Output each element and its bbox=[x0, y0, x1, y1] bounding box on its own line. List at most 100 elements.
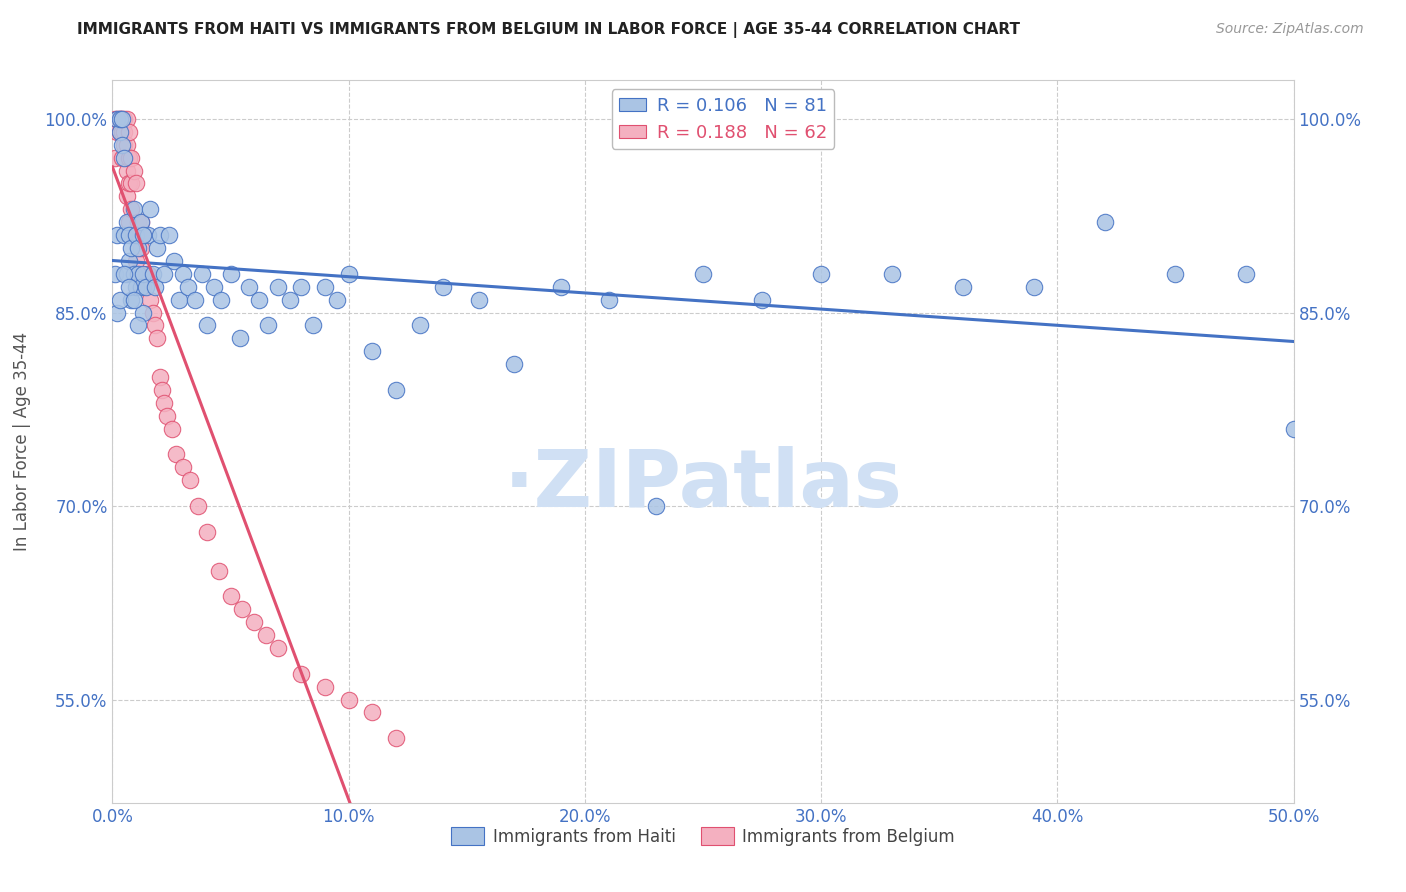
Point bbox=[104, 151, 127, 165]
Point bbox=[208, 564, 231, 578]
Point bbox=[160, 422, 183, 436]
Point bbox=[156, 409, 179, 423]
Point bbox=[267, 279, 290, 293]
Point bbox=[179, 473, 201, 487]
Point bbox=[880, 267, 903, 281]
Point bbox=[314, 279, 336, 293]
Point bbox=[361, 344, 384, 359]
Point bbox=[129, 215, 152, 229]
Legend: Immigrants from Haiti, Immigrants from Belgium: Immigrants from Haiti, Immigrants from B… bbox=[444, 821, 962, 852]
Point bbox=[112, 267, 135, 281]
Point bbox=[337, 267, 360, 281]
Point bbox=[122, 228, 145, 243]
Point bbox=[143, 318, 166, 333]
Point bbox=[120, 177, 142, 191]
Point bbox=[149, 228, 172, 243]
Point bbox=[118, 177, 141, 191]
Point bbox=[139, 293, 162, 307]
Point bbox=[254, 628, 277, 642]
Point bbox=[139, 202, 162, 217]
Point bbox=[118, 151, 141, 165]
Point bbox=[132, 279, 155, 293]
Point bbox=[115, 163, 138, 178]
Point bbox=[108, 112, 131, 126]
Point bbox=[129, 241, 152, 255]
Point bbox=[127, 241, 149, 255]
Point bbox=[120, 151, 142, 165]
Point bbox=[112, 151, 135, 165]
Point bbox=[118, 125, 141, 139]
Point bbox=[229, 331, 252, 345]
Point bbox=[132, 228, 155, 243]
Point bbox=[1164, 267, 1187, 281]
Point bbox=[186, 499, 208, 513]
Point bbox=[127, 215, 149, 229]
Point bbox=[503, 357, 526, 371]
Point bbox=[129, 279, 152, 293]
Point bbox=[163, 254, 186, 268]
Point bbox=[314, 680, 336, 694]
Point bbox=[118, 215, 141, 229]
Point bbox=[135, 267, 157, 281]
Point bbox=[167, 293, 190, 307]
Point bbox=[231, 602, 253, 616]
Point bbox=[172, 460, 194, 475]
Point bbox=[267, 640, 290, 655]
Point bbox=[243, 615, 266, 630]
Point bbox=[467, 293, 489, 307]
Point bbox=[115, 137, 138, 152]
Point bbox=[326, 293, 349, 307]
Point bbox=[120, 241, 142, 255]
Point bbox=[952, 279, 974, 293]
Point bbox=[219, 590, 242, 604]
Point bbox=[238, 279, 260, 293]
Point bbox=[115, 267, 138, 281]
Point bbox=[105, 228, 128, 243]
Text: IMMIGRANTS FROM HAITI VS IMMIGRANTS FROM BELGIUM IN LABOR FORCE | AGE 35-44 CORR: IMMIGRANTS FROM HAITI VS IMMIGRANTS FROM… bbox=[77, 22, 1021, 38]
Point bbox=[125, 228, 148, 243]
Point bbox=[108, 112, 131, 126]
Point bbox=[136, 228, 159, 243]
Point bbox=[135, 279, 157, 293]
Point bbox=[172, 267, 194, 281]
Point bbox=[129, 215, 152, 229]
Point bbox=[108, 293, 131, 307]
Point bbox=[142, 267, 165, 281]
Point bbox=[432, 279, 454, 293]
Point bbox=[195, 318, 218, 333]
Point bbox=[257, 318, 280, 333]
Point bbox=[361, 706, 384, 720]
Point bbox=[104, 112, 127, 126]
Point bbox=[127, 267, 149, 281]
Point bbox=[115, 189, 138, 203]
Point bbox=[142, 305, 165, 319]
Point bbox=[132, 267, 155, 281]
Point bbox=[153, 267, 176, 281]
Point bbox=[108, 125, 131, 139]
Point bbox=[385, 731, 408, 746]
Point bbox=[127, 318, 149, 333]
Point bbox=[1234, 267, 1257, 281]
Y-axis label: In Labor Force | Age 35-44: In Labor Force | Age 35-44 bbox=[13, 332, 31, 551]
Point bbox=[1282, 422, 1305, 436]
Point bbox=[692, 267, 714, 281]
Point bbox=[209, 293, 232, 307]
Point bbox=[120, 202, 142, 217]
Point bbox=[385, 383, 408, 397]
Point bbox=[143, 279, 166, 293]
Point bbox=[105, 125, 128, 139]
Point bbox=[132, 228, 155, 243]
Point bbox=[112, 112, 135, 126]
Point bbox=[165, 447, 187, 461]
Point bbox=[408, 318, 430, 333]
Point bbox=[136, 267, 159, 281]
Point bbox=[122, 163, 145, 178]
Point bbox=[122, 267, 145, 281]
Point bbox=[111, 112, 134, 126]
Point bbox=[108, 112, 131, 126]
Point bbox=[146, 241, 169, 255]
Text: ·ZIPatlas: ·ZIPatlas bbox=[503, 446, 903, 524]
Point bbox=[118, 254, 141, 268]
Point bbox=[202, 279, 225, 293]
Point bbox=[111, 151, 134, 165]
